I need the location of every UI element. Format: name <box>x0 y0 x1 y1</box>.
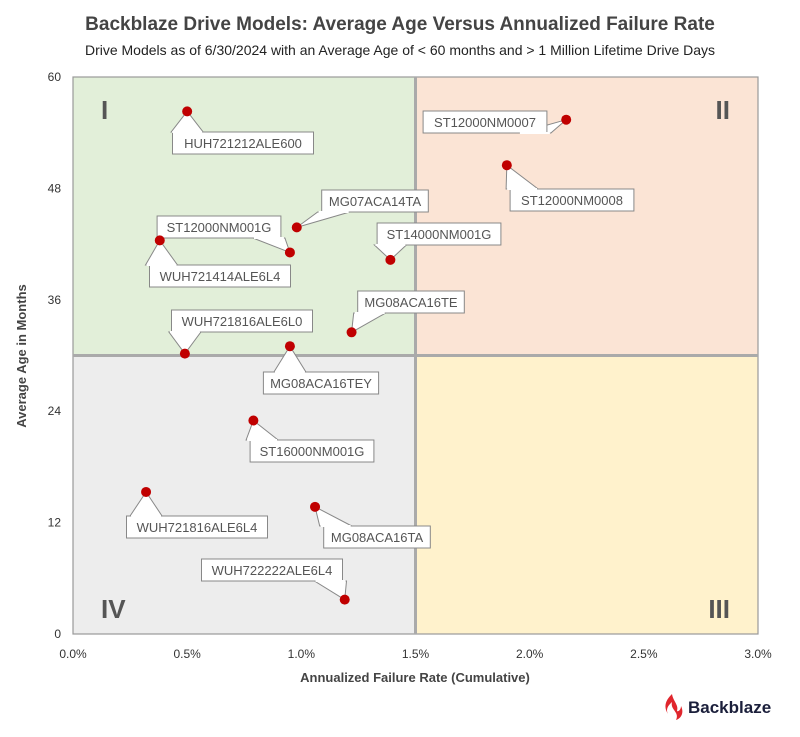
data-point[interactable] <box>154 235 165 246</box>
callout-box <box>201 558 343 582</box>
data-point[interactable] <box>284 247 295 258</box>
point-label: WUH721816ALE6L4 <box>137 520 258 535</box>
data-point[interactable] <box>179 348 190 359</box>
callout-box <box>156 215 282 239</box>
point-label: WUH722222ALE6L4 <box>212 563 333 578</box>
quadrant-4 <box>73 355 416 634</box>
callout-box <box>321 189 429 213</box>
x-tick-label: 2.5% <box>630 647 658 661</box>
chart-subtitle: Drive Models as of 6/30/2024 with an Ave… <box>85 42 715 58</box>
callout-box <box>249 439 375 463</box>
y-tick-label: 36 <box>48 293 62 307</box>
y-tick-label: 0 <box>54 627 61 641</box>
data-point[interactable] <box>248 415 259 426</box>
y-tick-label: 48 <box>48 181 62 195</box>
point-label: ST14000NM001G <box>387 227 492 242</box>
x-tick-label: 1.5% <box>402 647 430 661</box>
data-point[interactable] <box>182 106 193 117</box>
point-label: MG08ACA16TA <box>331 530 424 545</box>
x-tick-label: 3.0% <box>744 647 772 661</box>
point-label: ST16000NM001G <box>260 444 365 459</box>
point-label: ST12000NM0008 <box>521 193 623 208</box>
flame-icon <box>665 694 683 720</box>
callout-box <box>357 290 465 314</box>
point-label: HUH721212ALE600 <box>184 136 302 151</box>
point-label: MG08ACA16TE <box>364 295 458 310</box>
x-tick-label: 2.0% <box>516 647 544 661</box>
callout-box <box>422 110 548 134</box>
callout-box <box>172 131 314 155</box>
point-label: WUH721816ALE6L0 <box>182 314 303 329</box>
y-tick-label: 60 <box>48 70 62 84</box>
chart-title: Backblaze Drive Models: Average Age Vers… <box>85 14 715 35</box>
data-point[interactable] <box>291 222 302 233</box>
point-label: MG07ACA14TA <box>329 194 422 209</box>
quadrant-3 <box>415 355 758 634</box>
data-point[interactable] <box>284 341 295 352</box>
callout-box <box>509 188 635 212</box>
data-point[interactable] <box>310 501 321 512</box>
y-axis-label: Average Age in Months <box>14 284 29 428</box>
data-point[interactable] <box>141 486 152 497</box>
x-axis-label: Annualized Failure Rate (Cumulative) <box>300 670 530 685</box>
x-tick-label: 1.0% <box>288 647 316 661</box>
point-label: ST12000NM001G <box>167 220 272 235</box>
backblaze-logo: Backblaze <box>665 694 771 720</box>
data-point[interactable] <box>385 254 396 265</box>
data-point[interactable] <box>501 160 512 171</box>
data-point[interactable] <box>561 114 572 125</box>
data-point[interactable] <box>339 594 350 605</box>
callout-box <box>262 371 380 395</box>
callout-box <box>171 309 313 333</box>
callout-box <box>149 264 291 288</box>
callout-box <box>323 525 431 549</box>
data-point[interactable] <box>346 327 357 338</box>
point-label: WUH721414ALE6L4 <box>160 269 281 284</box>
quadrant-label: II <box>716 95 730 125</box>
callout-box <box>126 515 268 539</box>
quadrant-label: I <box>101 95 108 125</box>
callout-box <box>376 222 502 246</box>
point-label: MG08ACA16TEY <box>270 376 372 391</box>
y-tick-label: 24 <box>48 404 62 418</box>
logo-text: Backblaze <box>688 698 771 717</box>
x-tick-label: 0.0% <box>59 647 87 661</box>
quadrant-label: III <box>708 594 730 624</box>
point-label: ST12000NM0007 <box>434 115 536 130</box>
x-tick-label: 0.5% <box>173 647 201 661</box>
y-tick-label: 12 <box>48 516 62 530</box>
quadrant-label: IV <box>101 594 126 624</box>
